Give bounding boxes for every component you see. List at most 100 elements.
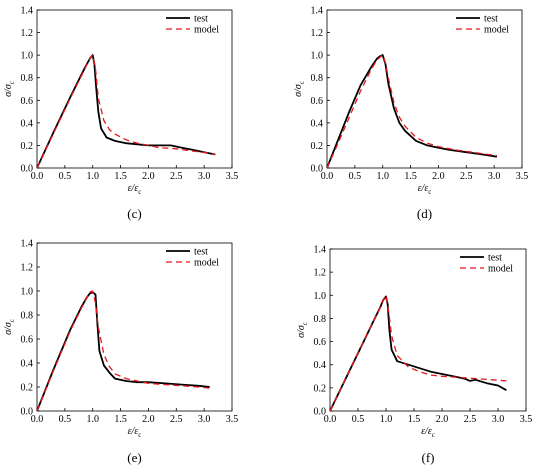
x-tick-label: 3.5	[226, 414, 239, 425]
x-axis-label-subscript: c	[432, 431, 435, 439]
y-axis-label: σ/σc	[3, 319, 16, 335]
legend-label-test: test	[194, 247, 208, 258]
x-tick-label: 0.0	[321, 171, 334, 182]
y-tick-label: 0.0	[314, 407, 327, 418]
x-axis-label-subscript: c	[138, 188, 141, 196]
y-axis-label-subscript: c	[8, 81, 16, 84]
x-tick-label: 1.5	[404, 171, 417, 182]
x-axis-label-subscript: c	[138, 431, 141, 439]
series-line-model	[36, 290, 210, 412]
x-axis-label: ε/εc	[421, 426, 435, 439]
y-tick-label: 1.0	[21, 51, 34, 62]
chart-panel: 0.0 0.5 1.0 1.5 2.0 2.5 3.0 3.5 0.0 0.2 0.4 0.6 0.8 1…	[3, 6, 238, 222]
chart-panel: 0.0 0.5 1.0 1.5 2.0 2.5 3.0 3.5 0.0 0.2 0.4 0.6 0.8 1…	[296, 245, 532, 466]
x-tick-label: 0.0	[31, 171, 44, 182]
series-line-test	[329, 295, 507, 412]
y-tick-label: 0.6	[311, 96, 324, 107]
y-axis-label: σ/σc	[293, 81, 306, 97]
x-axis-label-text: ε/ε	[421, 426, 432, 437]
y-tick-label: 0.0	[311, 164, 324, 175]
legend-label-model: model	[488, 264, 513, 275]
x-tick-label: 3.0	[198, 414, 211, 425]
y-tick-label: 1.2	[311, 28, 324, 39]
x-tick-label: 3.0	[492, 414, 505, 425]
x-axis-label-subscript: c	[428, 188, 431, 196]
y-tick-label: 0.2	[21, 141, 34, 152]
x-tick-label: 3.5	[520, 414, 533, 425]
panel-label: (e)	[127, 450, 141, 465]
chart-panel: 0.0 0.5 1.0 1.5 2.0 2.5 3.0 3.5 0.0 0.2 0.4 0.6 0.8 1…	[3, 239, 238, 466]
y-axis-label-subscript: c	[301, 322, 309, 325]
y-axis-label-text: σ/σ	[296, 324, 307, 338]
y-tick-label: 0.0	[21, 407, 34, 418]
x-tick-label: 1.5	[114, 414, 127, 425]
y-tick-label: 0.6	[21, 96, 34, 107]
y-tick-label: 1.4	[21, 6, 34, 17]
y-tick-label: 0.8	[311, 73, 324, 84]
series-line-test	[36, 291, 210, 412]
x-tick-label: 2.5	[170, 171, 183, 182]
x-axis-label: ε/εc	[128, 426, 142, 439]
y-tick-label: 0.2	[311, 141, 324, 152]
series-line-model	[36, 54, 216, 169]
x-tick-label: 1.5	[408, 414, 421, 425]
x-tick-label: 0.5	[59, 171, 72, 182]
x-tick-label: 2.0	[436, 414, 449, 425]
y-tick-label: 1.0	[314, 291, 327, 302]
x-axis-label: ε/εc	[418, 183, 432, 196]
y-tick-label: 0.6	[21, 335, 34, 346]
legend-label-model: model	[194, 25, 219, 36]
y-axis-label-text: σ/σ	[3, 321, 14, 335]
x-tick-label: 3.5	[516, 171, 529, 182]
x-tick-label: 2.5	[464, 414, 477, 425]
x-tick-label: 2.0	[142, 414, 155, 425]
x-tick-label: 1.0	[376, 171, 389, 182]
legend-label-model: model	[484, 25, 509, 36]
x-axis-label-text: ε/ε	[418, 183, 429, 194]
y-tick-label: 0.4	[21, 118, 34, 129]
x-tick-label: 0.0	[324, 414, 337, 425]
y-tick-label: 1.2	[21, 28, 34, 39]
y-tick-label: 0.8	[21, 73, 34, 84]
series-line-model	[326, 54, 497, 169]
plot-frame	[36, 9, 233, 169]
y-tick-label: 0.8	[21, 311, 34, 322]
x-tick-label: 0.5	[352, 414, 365, 425]
y-tick-label: 0.4	[314, 360, 327, 371]
chart-panel: 0.0 0.5 1.0 1.5 2.0 2.5 3.0 3.5 0.0 0.2 0.4 0.6 0.8 1…	[293, 6, 528, 222]
x-axis-label: ε/εc	[128, 183, 142, 196]
y-axis-label: σ/σc	[3, 81, 16, 97]
legend-label-test: test	[194, 14, 208, 25]
y-tick-label: 0.4	[311, 118, 324, 129]
y-axis-label-text: σ/σ	[3, 83, 14, 97]
y-tick-label: 0.2	[21, 383, 34, 394]
x-tick-label: 0.5	[59, 414, 72, 425]
x-tick-label: 1.0	[86, 414, 99, 425]
y-tick-label: 1.4	[314, 245, 327, 256]
series-line-test	[326, 54, 498, 169]
x-axis-label-text: ε/ε	[128, 183, 139, 194]
y-axis-label-subscript: c	[298, 81, 306, 84]
series-line-model	[329, 294, 507, 412]
y-tick-label: 0.4	[21, 359, 34, 370]
x-tick-label: 3.0	[488, 171, 501, 182]
legend-label-model: model	[194, 258, 219, 269]
x-tick-label: 2.5	[170, 414, 183, 425]
panel-label: (f)	[422, 450, 435, 465]
y-tick-label: 0.8	[314, 314, 327, 325]
x-tick-label: 1.0	[86, 171, 99, 182]
legend-label-test: test	[488, 253, 502, 264]
y-axis-label-text: σ/σ	[293, 83, 304, 97]
y-tick-label: 1.2	[21, 263, 34, 274]
x-tick-label: 2.5	[460, 171, 473, 182]
panel-label: (d)	[417, 206, 432, 221]
y-axis-label: σ/σc	[296, 322, 309, 338]
legend-label-test: test	[484, 14, 498, 25]
plot-frame	[329, 248, 527, 412]
x-tick-label: 1.0	[380, 414, 393, 425]
x-tick-label: 1.5	[114, 171, 127, 182]
x-tick-label: 2.0	[142, 171, 155, 182]
y-tick-label: 1.0	[21, 287, 34, 298]
y-tick-label: 1.4	[311, 6, 324, 17]
